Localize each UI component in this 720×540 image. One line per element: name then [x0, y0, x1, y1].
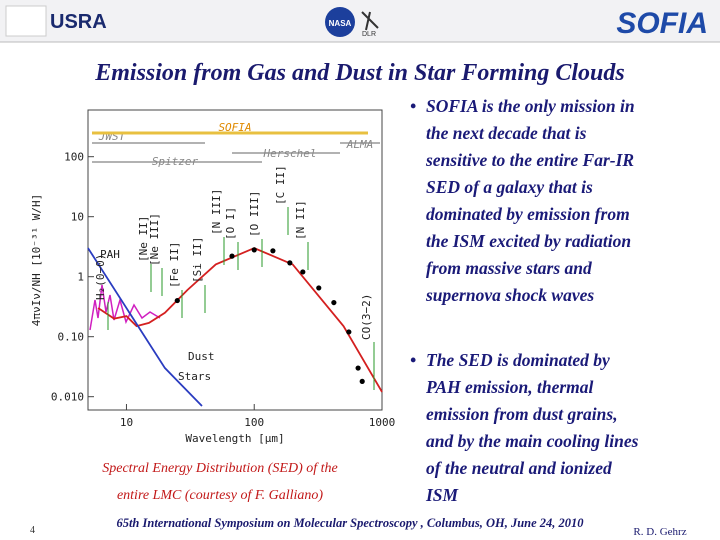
y-tick-label: 0.010	[51, 391, 84, 404]
slide-title: Emission from Gas and Dust in Star Formi…	[94, 60, 625, 86]
data-point	[331, 299, 337, 306]
caption-line: entire LMC (courtesy of F. Galliano)	[117, 488, 323, 503]
sofia-logo: SOFIA	[616, 7, 708, 40]
dlr-logo: DLR	[362, 31, 376, 38]
feature-label: CO(3−2)	[360, 294, 373, 340]
feature-label: [Fe II]	[168, 242, 181, 288]
bullet-line: of the neutral and ionized	[426, 458, 612, 478]
footer-text: 65th International Symposium on Molecula…	[116, 516, 584, 530]
bullet-line: sensitive to the entire Far-IR	[425, 150, 634, 170]
data-point	[287, 260, 293, 266]
bullet-line: ISM	[425, 485, 460, 505]
data-point	[300, 269, 306, 275]
feature-label: PAH	[100, 248, 120, 261]
instrument-label: Herschel	[263, 147, 317, 160]
nasa-logo: NASA	[329, 19, 352, 28]
usra-logo: USRA	[50, 11, 107, 33]
data-point	[229, 253, 235, 259]
bullet-line: The SED is dominated by	[426, 350, 610, 370]
series-line	[87, 247, 203, 407]
bullet-dot: •	[410, 350, 416, 370]
data-point	[346, 329, 352, 335]
data-point	[251, 247, 257, 253]
page-number: 4	[30, 525, 35, 536]
bullet-line: SED of a galaxy that is	[426, 177, 593, 197]
feature-label: [Ne III]	[148, 213, 161, 266]
y-tick-label: 0.10	[58, 331, 85, 344]
feature-label: H₂(0−0)	[94, 254, 107, 300]
y-tick-label: 10	[71, 211, 84, 224]
legend-dust: Dust	[188, 350, 215, 363]
nasa-logo-disc	[325, 7, 355, 37]
x-tick-label: 10	[120, 416, 133, 429]
y-tick-label: 100	[64, 151, 84, 164]
bullet-line: emission from dust grains,	[426, 404, 618, 424]
feature-label: [C II]	[274, 165, 287, 205]
bullet-line: and by the main cooling lines	[426, 431, 639, 451]
instrument-label: ALMA	[346, 138, 374, 151]
pah-emission	[89, 284, 161, 331]
header-bar	[0, 0, 720, 42]
bullet-line: the next decade that is	[426, 123, 587, 143]
x-tick-label: 1000	[369, 416, 396, 429]
bullet-line: SOFIA is the only mission in	[426, 96, 635, 116]
bullet-line: supernova shock waves	[425, 285, 594, 305]
bullet-line: from massive stars and	[426, 258, 592, 278]
caption-line: Spectral Energy Distribution (SED) of th…	[102, 461, 338, 476]
usra-badge	[5, 5, 47, 37]
feature-label: [N II]	[294, 200, 307, 240]
feature-label: [Ne II]	[137, 216, 150, 262]
feature-label: [O I]	[224, 207, 237, 240]
bullet-line: PAH emission, thermal	[425, 377, 594, 397]
plot-frame	[87, 109, 383, 411]
data-point	[355, 365, 361, 371]
data-point	[359, 378, 365, 384]
legend-stars: Stars	[178, 370, 211, 383]
footer-author: R. D. Gehrz	[633, 526, 686, 538]
instrument-label: Spitzer	[152, 155, 199, 168]
y-tick-label: 1	[77, 271, 84, 284]
bullet-line: dominated by emission from	[426, 204, 630, 224]
bullets: • SOFIA is the only mission in the next de…	[410, 96, 639, 505]
bullet-dot: •	[410, 96, 416, 116]
data-point	[316, 285, 322, 291]
bullet-line: the ISM excited by radiation	[426, 231, 631, 251]
x-tick-label: 100	[244, 416, 264, 429]
instrument-label: SOFIA	[218, 121, 251, 134]
data-point	[174, 297, 180, 304]
plot: 10 100 1000 0.010 0.10 1 10 100 Wavelength [μm] 4…	[30, 121, 395, 445]
feature-label: [Si II]	[191, 237, 204, 283]
data-point	[270, 248, 276, 254]
y-axis-label: 4πνIν/NH [10⁻³¹ W/H]	[30, 194, 43, 326]
feature-label: [O III]	[248, 191, 261, 237]
x-axis-label: Wavelength [μm]	[185, 432, 284, 445]
dlr-mark	[361, 11, 379, 31]
feature-label: [N III]	[210, 189, 223, 235]
